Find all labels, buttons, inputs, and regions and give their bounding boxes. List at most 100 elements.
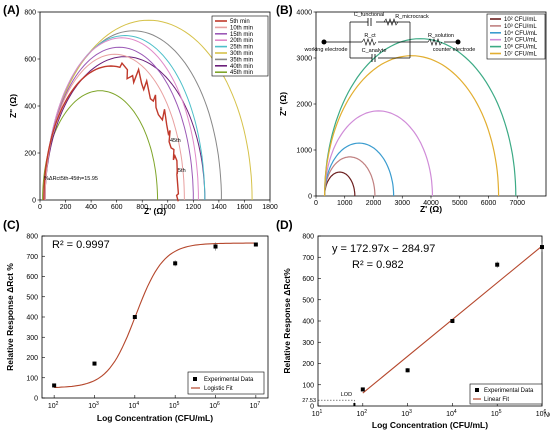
fit-curve-c xyxy=(54,242,256,388)
legend-box-c xyxy=(187,371,265,395)
y-tick-label-d: 100 xyxy=(302,382,314,389)
x-tick-label-a: 400 xyxy=(85,204,97,211)
lod-marker xyxy=(353,403,356,406)
circuit-diagram: C_functional R_ct R_microcrack C_analyte R_s… xyxy=(303,12,475,62)
legend-entry-b: 10² CFU/mL xyxy=(504,17,537,23)
legend-entry-a: 40th min xyxy=(230,64,253,70)
chart-a: 0 200 400 600 800 1000 1200 1400 1600 1800 0 200 400… xyxy=(8,10,278,217)
data-point-c xyxy=(52,383,57,388)
y-tick-label-a: 600 xyxy=(24,57,36,64)
data-point-d xyxy=(450,319,455,323)
y-axis-title-d: Relative Response ΔRct% xyxy=(282,268,292,374)
y-tick-label-c: 100 xyxy=(26,375,38,382)
legend-entry-b: 10³ CFU/mL xyxy=(504,24,537,30)
x-tick-label-a: 1800 xyxy=(262,204,278,211)
series-line-b xyxy=(324,38,517,197)
panel-label-c: (C) xyxy=(3,218,20,232)
y-tick-label-d: 800 xyxy=(302,234,314,241)
chart-b: 0 1000 2000 3000 4000 5000 6000 7000 0 1000 2000 30… xyxy=(278,10,547,214)
legend-entry-b: 10⁷ CFU/mL xyxy=(504,51,538,58)
y-tick-label-a: 0 xyxy=(32,198,36,205)
legend-entry-a: 35th min xyxy=(230,57,253,63)
x-tick-label-d: 104 xyxy=(446,409,457,418)
resistor-symbols xyxy=(361,18,443,46)
legend-entry-d: Experimental Data xyxy=(484,388,534,394)
y-tick-label-c: 400 xyxy=(26,315,38,322)
y-tick-label-c: 0 xyxy=(34,396,38,403)
x-axis-title-c: Log Concentration (CFU/mL) xyxy=(97,413,213,423)
x-tick-label-a: 1200 xyxy=(186,204,202,211)
x-tick-label-a: 600 xyxy=(111,204,123,211)
legend-box-d xyxy=(469,383,543,405)
x-tick-label-c: 105 xyxy=(169,401,180,410)
label-r-microcrack: R_microcrack xyxy=(395,14,429,20)
legend-marker-c xyxy=(193,377,197,381)
label-working-electrode: working electrode xyxy=(303,47,347,53)
y-tick-label-c: 600 xyxy=(26,274,38,281)
series-line-b xyxy=(324,55,500,197)
y-tick-label-c: 200 xyxy=(26,355,38,362)
lod-value-label: 27.53 xyxy=(302,398,316,404)
data-point-c xyxy=(253,242,258,247)
r-squared-d: R² = 0.982 xyxy=(352,259,404,271)
y-tick-label-a: 200 xyxy=(24,151,36,158)
x-tick-label-b: 2000 xyxy=(366,200,382,207)
x-tick-label-c: 107 xyxy=(250,401,261,410)
x-tick-label-b: 1000 xyxy=(337,200,353,207)
x-tick-label-c: 106 xyxy=(209,401,220,410)
x-tick-label-d: 103 xyxy=(401,409,412,418)
x-tick-label-c: 102 xyxy=(48,401,59,410)
x-tick-label-c: 104 xyxy=(129,401,140,410)
y-tick-label-d: 200 xyxy=(302,361,314,368)
series-line-a xyxy=(44,30,222,201)
legend-entry-a: 20th min xyxy=(230,38,253,44)
x-tick-label-a: 1000 xyxy=(160,204,176,211)
legend-entry-c: Experimental Data xyxy=(204,377,254,383)
x-tick-label-a: 800 xyxy=(136,204,148,211)
legend-entry-d: Linear Fit xyxy=(484,397,509,403)
x-tick-label-b: 7000 xyxy=(509,200,525,207)
counter-electrode-dot xyxy=(455,39,461,45)
y-tick-label-d: 500 xyxy=(302,297,314,304)
y-tick-label-c: 700 xyxy=(26,254,38,261)
x-axis-title-b: Z' (Ω) xyxy=(420,204,442,214)
data-point-c xyxy=(92,361,97,366)
chart-d: 101 102 103 104 105 106 0 100 200 300 400 500 600 700… xyxy=(282,234,550,431)
y-axis-title-c: Relative Response ΔRct % xyxy=(5,263,15,371)
legend-entry-a: 25th min xyxy=(230,45,253,51)
lod-label: LOD xyxy=(341,392,352,398)
r-squared-c: R² = 0.9997 xyxy=(52,239,110,251)
y-tick-label-b: 3000 xyxy=(296,56,312,63)
y-tick-label-d: 400 xyxy=(302,319,314,326)
y-tick-label-b: 4000 xyxy=(296,10,312,17)
legend-box-b xyxy=(486,13,546,60)
data-point-d xyxy=(495,262,500,267)
chart-c: 102 103 104 105 106 107 0 100 200 300 400 500 600 700… xyxy=(5,234,269,423)
y-tick-label-c: 800 xyxy=(26,234,38,241)
legend-entry-a: 45th min xyxy=(230,70,253,76)
data-point-d xyxy=(405,368,410,373)
panel-label-a: (A) xyxy=(3,3,20,17)
legend-entry-b: 10⁵ CFU/mL xyxy=(504,37,538,44)
x-tick-label-a: 1600 xyxy=(237,204,253,211)
y-tick-label-d: 600 xyxy=(302,276,314,283)
y-tick-label-b: 0 xyxy=(308,194,312,201)
label-c-analyte: C_analyte xyxy=(362,48,387,54)
x-tick-label-d: 106 xyxy=(536,409,547,418)
x-tick-label-b: 6000 xyxy=(481,200,497,207)
y-axis-title-a: Z" (Ω) xyxy=(8,94,18,118)
x-tick-label-a: 0 xyxy=(38,204,42,211)
x-tick-label-b: 3000 xyxy=(394,200,410,207)
x-tick-label-a: 1400 xyxy=(211,204,227,211)
series-line-a xyxy=(44,37,199,201)
series-line-b xyxy=(324,142,395,197)
y-tick-label-a: 400 xyxy=(24,104,36,111)
y-tick-label-d: 700 xyxy=(302,255,314,262)
legend-entry-a: 5th min xyxy=(230,19,250,25)
x-tick-label-c: 103 xyxy=(88,401,99,410)
x-tick-label-d: 105 xyxy=(491,409,502,418)
legend-entry-c: Logistic Fit xyxy=(204,386,233,392)
y-tick-label-b: 2000 xyxy=(296,102,312,109)
x-axis-title-d: Log Concentration (CFU/mL) xyxy=(372,420,488,430)
